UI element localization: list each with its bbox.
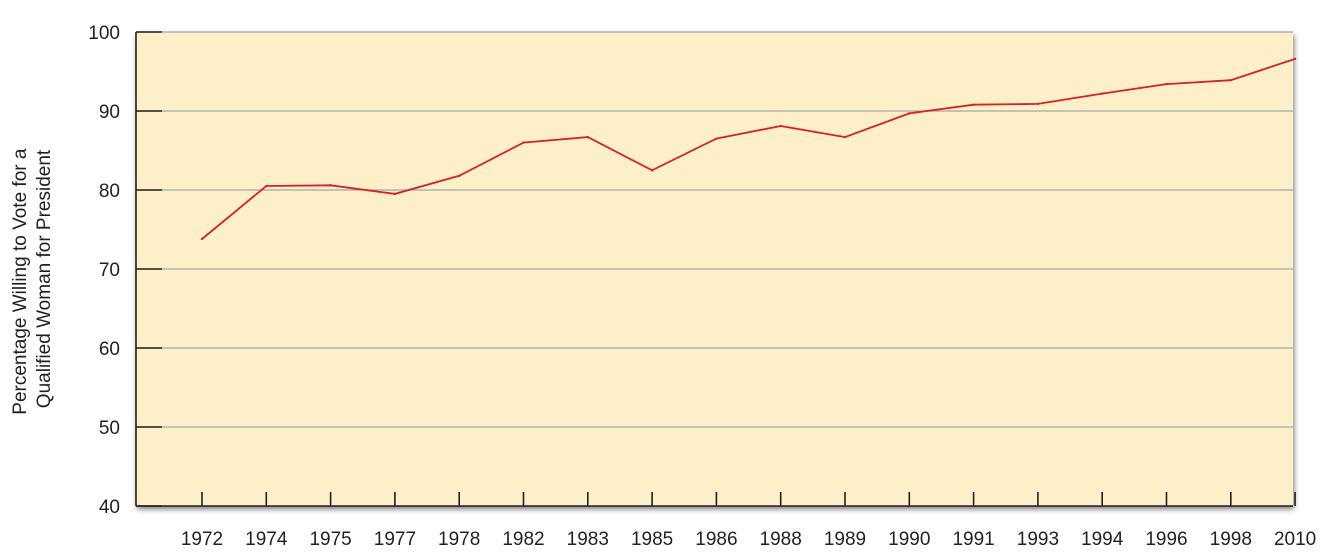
data-point bbox=[1229, 78, 1233, 82]
data-point bbox=[458, 174, 461, 177]
y-axis-title-line-2: Qualified Woman for President bbox=[34, 149, 55, 408]
y-axis-tick-labels: 40 50 60 70 80 90 100 bbox=[88, 23, 120, 518]
y-tick-label: 50 bbox=[99, 418, 120, 439]
data-point bbox=[586, 135, 589, 139]
data-point bbox=[779, 124, 782, 128]
y-axis-title-line-1: Percentage Willing to Vote for a bbox=[10, 148, 31, 415]
x-tick-label: 1974 bbox=[245, 529, 288, 550]
y-axis-title: Percentage Willing to Vote for a Qualifi… bbox=[10, 143, 55, 414]
x-tick-label: 1993 bbox=[1017, 529, 1059, 550]
x-tick-label: 1990 bbox=[888, 529, 930, 550]
series-layer bbox=[200, 57, 1297, 241]
data-point bbox=[265, 184, 268, 188]
y-tick-label: 60 bbox=[99, 339, 120, 360]
x-tick-label: 1994 bbox=[1081, 529, 1124, 550]
x-tick-label: 1975 bbox=[309, 529, 351, 550]
data-point bbox=[843, 135, 847, 139]
gridlines bbox=[136, 31, 1293, 428]
series-line bbox=[201, 58, 1296, 240]
x-tick-label: 1972 bbox=[181, 529, 223, 550]
data-point bbox=[522, 141, 525, 144]
data-point bbox=[1165, 82, 1168, 86]
axes bbox=[135, 31, 1296, 507]
x-tick-label: 1998 bbox=[1210, 529, 1252, 550]
x-tick-label: 1991 bbox=[952, 529, 994, 550]
data-point bbox=[715, 137, 718, 140]
data-point bbox=[329, 184, 332, 187]
x-tick-label: 1986 bbox=[695, 529, 737, 550]
x-tick-label: 1985 bbox=[631, 529, 673, 550]
y-tick-label: 80 bbox=[99, 181, 120, 202]
x-tick-label: 1989 bbox=[824, 529, 866, 550]
x-tick-label: 1988 bbox=[760, 529, 802, 550]
data-point bbox=[1101, 92, 1104, 95]
data-point bbox=[393, 192, 397, 196]
x-tick-label: 1977 bbox=[374, 529, 416, 550]
x-axis-tick-labels: 1972 1974 1975 1977 1978 1982 1983 1985 1986 1988… bbox=[181, 529, 1316, 550]
data-point bbox=[1293, 57, 1297, 61]
data-point bbox=[650, 169, 654, 172]
x-tick-label: 2010 bbox=[1274, 529, 1316, 550]
x-tick-label: 1983 bbox=[567, 529, 609, 550]
x-tick-label: 1996 bbox=[1145, 529, 1187, 550]
x-tick-label: 1978 bbox=[438, 529, 480, 550]
data-point bbox=[972, 103, 975, 106]
y-tick-label: 100 bbox=[88, 23, 120, 44]
data-point bbox=[1036, 102, 1040, 106]
data-point bbox=[908, 112, 911, 115]
data-point bbox=[200, 237, 204, 241]
x-tick-label: 1982 bbox=[502, 529, 544, 550]
y-tick-label: 90 bbox=[99, 102, 120, 123]
y-tick-label: 40 bbox=[99, 497, 120, 518]
y-tick-label: 70 bbox=[99, 260, 120, 281]
